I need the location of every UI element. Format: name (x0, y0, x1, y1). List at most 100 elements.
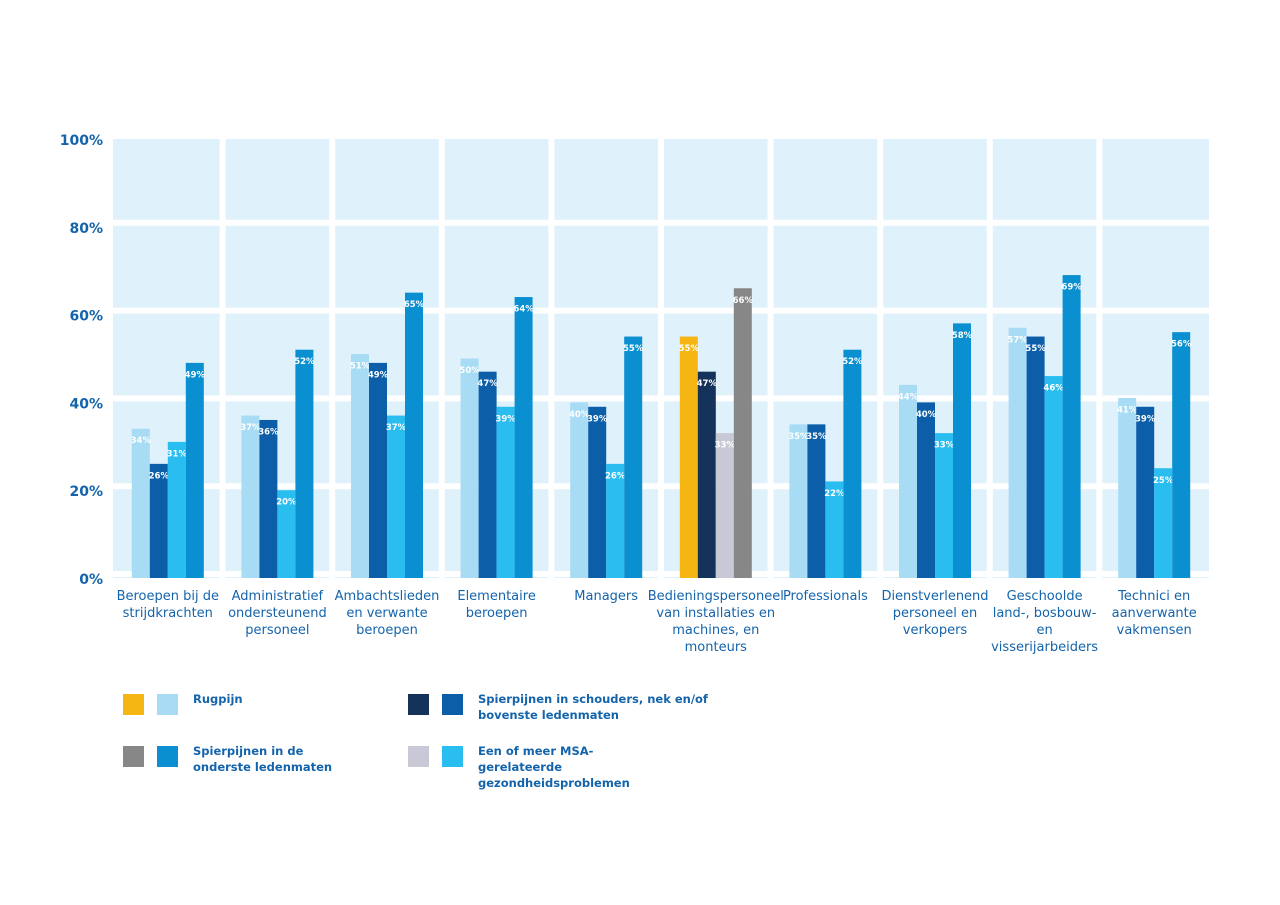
value-label: 51% (350, 362, 371, 372)
x-tick-label: Technici en aanverwante vakmensen (1111, 589, 1197, 638)
x-tick-label: Beroepen bij de strijdkrachten (116, 589, 219, 621)
value-label: 33% (934, 441, 955, 451)
value-label: 35% (806, 432, 827, 442)
value-label: 41% (1117, 406, 1138, 416)
value-label: 37% (240, 423, 261, 433)
value-label: 50% (459, 366, 480, 376)
x-tick-label: Managers (574, 589, 639, 604)
bar (478, 371, 497, 578)
value-label: 22% (824, 489, 845, 499)
legend-label: Spierpijnen in schouders, nek en/of bove… (478, 692, 708, 722)
legend-swatch (442, 694, 463, 715)
value-label: 47% (477, 379, 498, 389)
bar (387, 415, 405, 578)
bar (131, 428, 150, 578)
y-tick-label: 100% (60, 133, 103, 149)
bar (843, 349, 862, 578)
value-label: 46% (1043, 384, 1064, 394)
bar (1172, 332, 1191, 578)
bar (1008, 327, 1027, 578)
x-tick-label: Dienstverlenend personeel en verkopers (881, 589, 989, 638)
bar (588, 406, 607, 578)
y-tick-label: 40% (69, 396, 103, 412)
bar (259, 419, 278, 578)
legend-label: Spierpijnen in de onderste ledenmaten (193, 744, 333, 774)
bar (241, 415, 260, 578)
bar (185, 362, 204, 578)
value-label: 20% (276, 498, 297, 508)
bar (715, 433, 734, 578)
y-tick-label: 60% (69, 309, 103, 325)
y-tick-label: 20% (69, 484, 103, 500)
bar (1136, 406, 1155, 578)
bar (733, 288, 752, 578)
value-label: 35% (788, 432, 809, 442)
legend-label: Rugpijn (193, 692, 243, 706)
bar (807, 424, 826, 578)
bar (149, 463, 168, 578)
value-label: 55% (1025, 344, 1046, 354)
value-label: 49% (185, 370, 206, 380)
x-tick-label: Elementaire beroepen (457, 589, 536, 621)
value-label: 44% (898, 392, 919, 402)
bar (1026, 336, 1045, 578)
legend-swatch (157, 694, 178, 715)
value-label: 25% (1153, 476, 1174, 486)
value-label: 57% (1007, 335, 1028, 345)
value-label: 69% (1061, 283, 1082, 293)
bar (789, 424, 808, 578)
bar (917, 402, 935, 578)
bar (935, 433, 953, 578)
value-label: 52% (842, 357, 863, 367)
legend-swatch (408, 694, 429, 715)
value-label: 58% (952, 331, 973, 341)
x-tick-label: Geschoolde land-, bosbouw- en visserijar… (991, 589, 1099, 655)
value-label: 55% (679, 344, 700, 354)
value-label: 40% (916, 410, 937, 420)
bar (405, 292, 423, 578)
value-label: 37% (386, 423, 407, 433)
value-label: 31% (167, 449, 188, 459)
bar (1062, 275, 1081, 578)
value-label: 26% (605, 471, 626, 481)
value-label: 55% (623, 344, 644, 354)
legend-label: Een of meer MSA-gerelateerde gezondheids… (478, 744, 630, 790)
bar (825, 481, 844, 578)
bar (606, 463, 625, 578)
bar (570, 402, 589, 578)
legend-swatch (157, 746, 178, 767)
bar (953, 323, 971, 578)
bar (697, 371, 716, 578)
value-label: 40% (569, 410, 590, 420)
x-tick-label: Ambachtslieden en verwante beroepen (334, 589, 440, 638)
y-tick-label: 80% (69, 221, 103, 237)
legend-swatch (123, 694, 144, 715)
bar (351, 354, 369, 578)
value-label: 65% (404, 300, 425, 310)
bar (496, 406, 515, 578)
bar (679, 336, 698, 578)
value-label: 47% (697, 379, 718, 389)
bar (1154, 468, 1173, 578)
legend-swatch (123, 746, 144, 767)
value-label: 49% (368, 370, 389, 380)
value-label: 39% (587, 414, 608, 424)
legend-swatch (442, 746, 463, 767)
value-label: 34% (131, 436, 152, 446)
x-tick-label: Professionals (782, 589, 868, 604)
bar (899, 384, 917, 578)
x-tick-label: Bedieningspersoneel van installaties en … (647, 589, 784, 655)
value-label: 33% (715, 441, 736, 451)
legend-swatch (408, 746, 429, 767)
value-label: 39% (1135, 414, 1156, 424)
value-label: 36% (258, 427, 279, 437)
bar (167, 441, 186, 578)
bar (295, 349, 314, 578)
y-tick-label: 0% (79, 572, 103, 588)
bar (1044, 376, 1063, 578)
bar (624, 336, 643, 578)
x-tick-label: Administratief ondersteunend personeel (228, 589, 327, 638)
value-label: 39% (495, 414, 516, 424)
